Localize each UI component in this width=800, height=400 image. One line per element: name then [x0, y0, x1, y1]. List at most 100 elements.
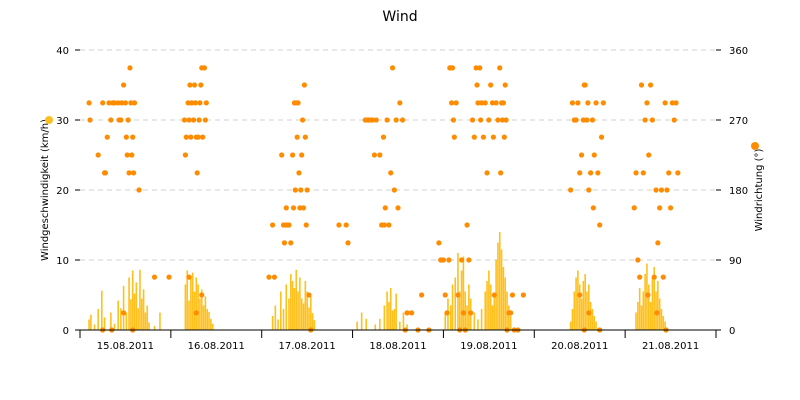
- speed-bar: [480, 309, 483, 330]
- direction-point: [585, 100, 591, 106]
- direction-point: [129, 152, 135, 158]
- direction-point: [388, 170, 394, 176]
- speed-bar: [468, 284, 470, 330]
- direction-point: [495, 117, 501, 123]
- direction-point: [296, 170, 302, 176]
- speed-bar: [131, 270, 134, 330]
- speed-bar: [580, 298, 583, 330]
- speed-bar: [208, 311, 210, 330]
- y-axis-right-label: Windrichtung (°): [754, 149, 765, 232]
- speed-bar: [279, 291, 282, 330]
- direction-point: [166, 274, 172, 280]
- direction-point: [302, 134, 308, 140]
- speed-bar: [277, 319, 279, 330]
- direction-point: [450, 117, 457, 123]
- direction-point: [575, 100, 581, 106]
- direction-point: [125, 117, 131, 123]
- direction-point: [377, 152, 383, 158]
- speed-bar: [399, 321, 401, 330]
- direction-point: [455, 292, 461, 298]
- y-axis-right-title: Windrichtung (°): [754, 149, 765, 232]
- speed-bar: [451, 284, 454, 330]
- speed-bar: [274, 305, 277, 330]
- speed-bar: [191, 272, 194, 330]
- speed-bar: [497, 242, 499, 330]
- direction-point: [671, 117, 677, 123]
- direction-point: [578, 152, 585, 158]
- speed-bar: [466, 305, 468, 330]
- direction-point: [181, 117, 188, 123]
- x-tick-label: 21.08.2011: [642, 341, 699, 352]
- direction-point: [100, 100, 106, 106]
- direction-point: [198, 82, 204, 88]
- direction-point: [395, 205, 401, 211]
- direction-point: [288, 240, 294, 246]
- speed-bar: [130, 299, 132, 330]
- direction-point: [466, 257, 472, 263]
- direction-point: [590, 205, 596, 211]
- direction-point: [130, 134, 136, 140]
- speed-bar: [93, 324, 96, 330]
- x-tick-label: 18.08.2011: [369, 341, 426, 352]
- speed-bar: [637, 302, 639, 330]
- speed-bar: [188, 300, 190, 330]
- y-right-tick-label: 180: [729, 186, 748, 197]
- direction-point: [468, 310, 474, 316]
- direction-point: [131, 100, 138, 106]
- direction-point: [593, 100, 599, 106]
- direction-point: [597, 222, 603, 228]
- speed-bar: [110, 312, 112, 330]
- speed-bar: [88, 319, 90, 330]
- direction-point: [586, 310, 592, 316]
- direction-point: [128, 100, 134, 106]
- direction-point: [281, 240, 288, 246]
- speed-legend-marker: [45, 116, 53, 124]
- direction-point: [503, 117, 509, 123]
- direction-point: [436, 240, 442, 246]
- direction-point: [193, 310, 199, 316]
- speed-bar: [444, 312, 447, 330]
- speed-bar: [200, 289, 203, 330]
- direction-point: [102, 170, 109, 176]
- speed-bar: [190, 277, 192, 330]
- speed-bar: [457, 253, 459, 330]
- speed-bar: [582, 281, 585, 330]
- speed-bar: [144, 312, 147, 330]
- speed-bar: [383, 305, 386, 330]
- speed-bar: [504, 277, 507, 330]
- direction-point: [271, 274, 278, 280]
- direction-point: [306, 292, 312, 298]
- direction-point: [568, 187, 574, 193]
- direction-point: [655, 240, 661, 246]
- speed-bar: [651, 277, 654, 330]
- speed-bar: [297, 291, 299, 330]
- direction-point: [188, 134, 194, 140]
- speed-bar: [488, 270, 490, 330]
- speed-bar: [477, 319, 479, 330]
- direction-point: [471, 134, 477, 140]
- direction-point: [389, 65, 396, 71]
- speed-bar: [137, 308, 139, 330]
- direction-point: [86, 100, 92, 106]
- direction-point: [475, 100, 481, 106]
- direction-point: [673, 100, 679, 106]
- direction-point: [660, 274, 666, 280]
- speed-bar: [454, 277, 457, 330]
- speed-bar: [449, 305, 452, 330]
- speed-bar: [282, 309, 285, 330]
- speed-bar: [309, 296, 312, 330]
- speed-bar: [386, 291, 388, 330]
- direction-point: [197, 100, 203, 106]
- direction-point: [283, 205, 289, 211]
- direction-point: [633, 170, 639, 176]
- direction-point: [451, 134, 457, 140]
- speed-bar: [489, 284, 492, 330]
- chart-title: Wind: [382, 9, 417, 25]
- direction-point: [444, 310, 450, 316]
- speed-bar: [569, 321, 572, 330]
- direction-point: [108, 117, 114, 123]
- direction-point: [497, 65, 503, 71]
- speed-bar: [577, 270, 579, 330]
- speed-bar: [402, 312, 405, 330]
- speed-bar: [389, 288, 392, 330]
